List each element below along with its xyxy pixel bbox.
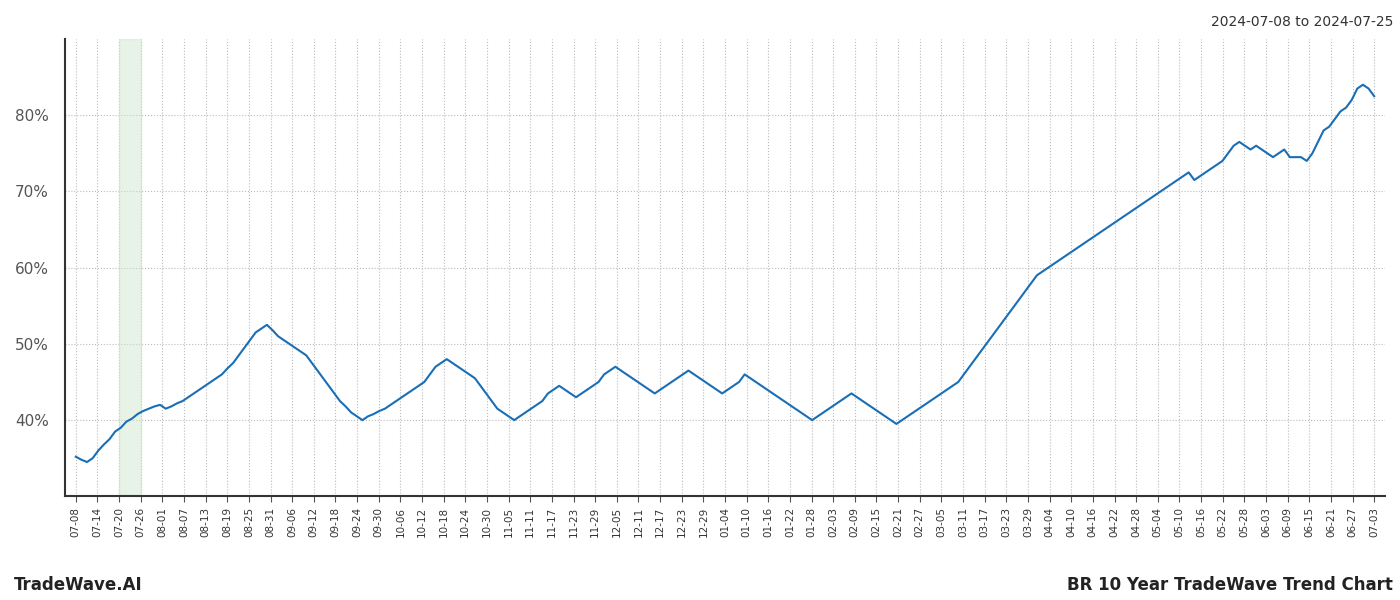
Text: BR 10 Year TradeWave Trend Chart: BR 10 Year TradeWave Trend Chart [1067,576,1393,594]
Text: 2024-07-08 to 2024-07-25: 2024-07-08 to 2024-07-25 [1211,15,1393,29]
Bar [119,39,141,496]
Text: TradeWave.AI: TradeWave.AI [14,576,143,594]
